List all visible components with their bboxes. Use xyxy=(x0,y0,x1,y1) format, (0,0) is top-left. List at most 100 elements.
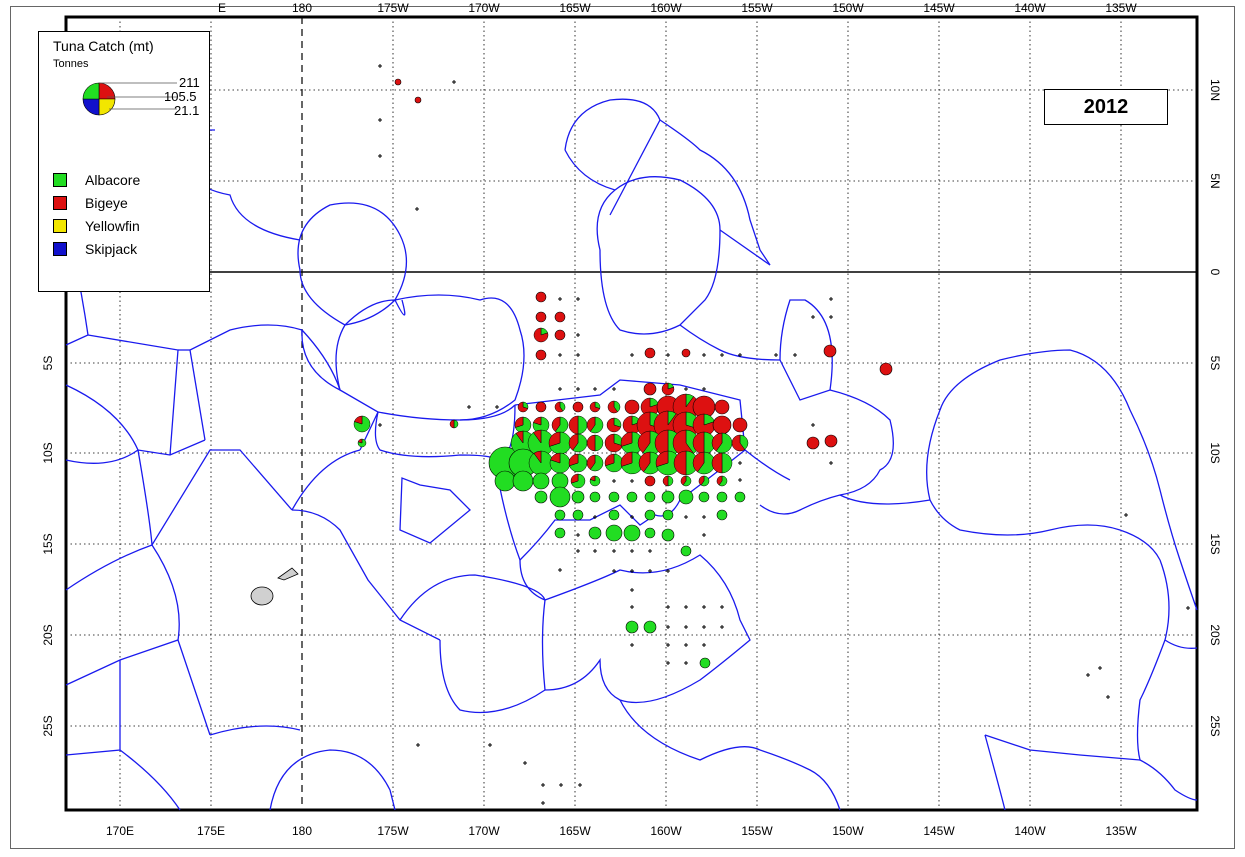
catch-dot xyxy=(1106,695,1110,699)
catch-pie xyxy=(680,545,692,557)
catch-pie xyxy=(620,451,644,475)
albacore-swatch xyxy=(53,173,67,187)
catch-dot xyxy=(702,515,706,519)
catch-pie xyxy=(535,311,547,323)
catch-dot xyxy=(720,605,724,609)
catch-pie xyxy=(548,431,572,455)
land-islands xyxy=(250,567,299,606)
x-tick-top: 155W xyxy=(741,1,773,15)
y-tick-right: 10S xyxy=(1208,442,1222,463)
catch-pie xyxy=(716,475,728,487)
legend-item-yellowfin: Yellowfin xyxy=(53,217,140,235)
catch-dot xyxy=(558,387,562,391)
catch-pie xyxy=(732,417,748,433)
catch-dot xyxy=(829,297,833,301)
catch-dot xyxy=(684,643,688,647)
catch-dot xyxy=(1098,666,1102,670)
catch-dot xyxy=(576,533,580,537)
x-tick-top: E xyxy=(218,1,226,15)
legend-title: Tuna Catch (mt) xyxy=(53,38,154,54)
catch-pie xyxy=(607,400,621,414)
catch-pie xyxy=(604,433,624,453)
catch-pie xyxy=(692,431,716,455)
catch-dot xyxy=(684,605,688,609)
legend-scale-max: 211 xyxy=(179,75,200,90)
catch-pie xyxy=(806,436,820,450)
catch-pie xyxy=(510,430,536,456)
catch-pie xyxy=(716,509,728,521)
y-tick-left: 10S xyxy=(41,442,55,463)
x-tick-bottom: 155W xyxy=(741,824,773,838)
catch-pie xyxy=(681,348,691,358)
map-frame xyxy=(10,6,1235,849)
catch-pie xyxy=(551,416,569,434)
y-tick-right: 0 xyxy=(1208,269,1222,276)
catch-pie xyxy=(533,327,549,343)
legend-subtitle: Tonnes xyxy=(53,58,89,70)
catch-pie xyxy=(586,416,604,434)
catch-pie xyxy=(353,415,371,433)
y-tick-right: 15S xyxy=(1208,533,1222,554)
catch-pie xyxy=(692,451,716,475)
catch-dot xyxy=(684,625,688,629)
y-tick-left: 15S xyxy=(41,533,55,554)
catch-pie xyxy=(535,401,547,413)
catch-pie xyxy=(824,434,838,448)
catch-pie xyxy=(512,470,534,492)
skipjack-swatch xyxy=(53,242,67,256)
catch-dot xyxy=(1186,606,1190,610)
catch-pie xyxy=(711,432,733,454)
catch-pie xyxy=(494,470,516,492)
catch-dot xyxy=(684,387,688,391)
catch-pie xyxy=(643,382,657,396)
legend-label: Yellowfin xyxy=(85,218,140,234)
catch-pie xyxy=(589,491,601,503)
catch-dot xyxy=(684,515,688,519)
bigeye-swatch xyxy=(53,196,67,210)
year-label: 2012 xyxy=(1044,89,1168,125)
catch-pie xyxy=(535,291,547,303)
catch-pie xyxy=(714,399,730,415)
x-tick-top: 170W xyxy=(468,1,500,15)
catch-pie xyxy=(554,527,566,539)
catch-pie xyxy=(620,431,644,455)
catch-pie xyxy=(643,620,657,634)
catch-dot xyxy=(612,387,616,391)
y-tick-right: 20S xyxy=(1208,624,1222,645)
catch-pie xyxy=(623,524,641,542)
catch-pie xyxy=(604,453,624,473)
catch-pie xyxy=(588,526,602,540)
catch-pie xyxy=(608,491,620,503)
catch-pie xyxy=(699,657,711,669)
catch-dot xyxy=(630,479,634,483)
legend-label: Albacore xyxy=(85,172,141,188)
catch-dot xyxy=(829,461,833,465)
catch-dot xyxy=(612,549,616,553)
catch-dot xyxy=(666,643,670,647)
catch-dot xyxy=(630,515,634,519)
catch-pie xyxy=(535,349,547,361)
x-tick-bottom: 150W xyxy=(832,824,864,838)
catch-dot xyxy=(666,353,670,357)
catch-pie xyxy=(572,509,584,521)
catch-dot xyxy=(684,661,688,665)
catch-pie xyxy=(644,475,656,487)
legend-item-bigeye: Bigeye xyxy=(53,194,128,212)
legend-label: Skipjack xyxy=(85,241,138,257)
y-tick-left: 20S xyxy=(41,624,55,645)
catch-dot xyxy=(738,461,742,465)
catch-dot xyxy=(523,761,527,765)
catch-pies xyxy=(353,64,1190,805)
catch-dot xyxy=(720,625,724,629)
catch-dot xyxy=(495,405,499,409)
catch-pie xyxy=(554,509,566,521)
catch-pie xyxy=(734,491,746,503)
catch-pie xyxy=(589,475,601,487)
catch-dot xyxy=(1124,513,1128,517)
catch-dot xyxy=(702,625,706,629)
catch-pie xyxy=(549,452,571,474)
catch-dot xyxy=(467,405,471,409)
catch-pie xyxy=(414,96,422,104)
y-tick-right: 10N xyxy=(1208,79,1222,101)
catch-dot xyxy=(578,783,582,787)
